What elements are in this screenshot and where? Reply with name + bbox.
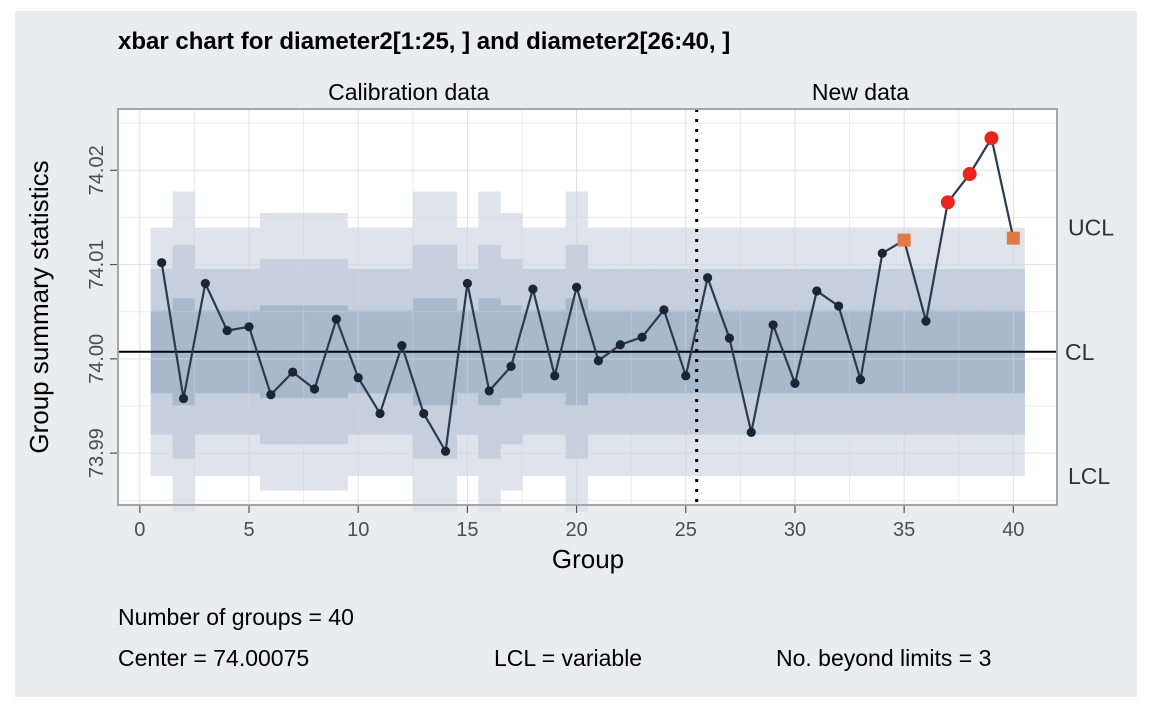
ucl-label: UCL — [1068, 215, 1114, 241]
x-tick-label: 0 — [134, 519, 145, 541]
x-tick-label: 5 — [243, 519, 254, 541]
point-33 — [855, 375, 866, 385]
data-points — [157, 131, 1020, 456]
point-5 — [244, 322, 254, 332]
point-9 — [331, 314, 341, 324]
x-tick-label: 20 — [565, 519, 587, 541]
chart-title: xbar chart for diameter2[1:25, ] and dia… — [118, 28, 730, 55]
point-34 — [877, 248, 887, 258]
point-beyond-38 — [962, 167, 977, 182]
point-24 — [659, 305, 669, 315]
x-tick-label: 25 — [675, 519, 697, 541]
point-27 — [724, 333, 735, 343]
point-3 — [200, 278, 210, 289]
point-10 — [353, 373, 363, 383]
point-4 — [222, 325, 232, 336]
point-6 — [266, 390, 276, 400]
point-1 — [157, 258, 167, 268]
point-beyond-37 — [940, 195, 955, 210]
point-16 — [484, 386, 494, 396]
x-tick-label: 15 — [456, 519, 478, 541]
stat-lcl: LCL = variable — [494, 645, 643, 671]
y-axis-title: Group summary statistics — [24, 160, 54, 453]
y-tick-label: 74.02 — [86, 145, 108, 195]
point-17 — [506, 361, 516, 371]
x-axis-title: Group — [552, 544, 624, 574]
stat-groups: Number of groups = 40 — [118, 604, 354, 630]
y-tick-label: 74.01 — [86, 240, 108, 290]
grid-lines — [118, 109, 1057, 505]
series-line — [160, 135, 1015, 455]
point-8 — [309, 384, 320, 394]
point-25 — [681, 371, 691, 381]
point-31 — [812, 286, 822, 296]
point-13 — [419, 408, 429, 419]
section-label-calibration: Calibration data — [328, 79, 489, 105]
point-22 — [615, 340, 625, 350]
point-14 — [440, 446, 451, 456]
point-18 — [528, 284, 538, 294]
point-7 — [288, 367, 298, 377]
point-28 — [746, 427, 756, 437]
lcl-label: LCL — [1068, 463, 1110, 489]
point-11 — [375, 408, 385, 419]
cl-label: CL — [1065, 339, 1095, 365]
point-2 — [178, 393, 189, 404]
x-axis-ticks: 0 5 10 15 20 25 30 35 40 — [134, 506, 1024, 541]
y-tick-label: 73.99 — [86, 428, 108, 478]
point-29 — [768, 320, 778, 330]
section-label-new: New data — [812, 79, 909, 105]
point-15 — [462, 278, 472, 289]
x-tick-label: 10 — [347, 519, 369, 541]
point-warning-35 — [897, 233, 911, 247]
series-polyline — [160, 135, 1015, 455]
y-axis-ticks: 73.99 74.00 74.01 74.02 — [86, 145, 117, 478]
point-30 — [790, 378, 800, 388]
point-beyond-39 — [984, 131, 999, 146]
point-19 — [550, 371, 560, 381]
point-23 — [637, 332, 647, 342]
point-26 — [703, 273, 713, 283]
y-tick-label: 74.00 — [86, 334, 108, 384]
stat-center: Center = 74.00075 — [118, 645, 310, 671]
point-20 — [571, 282, 582, 292]
point-12 — [397, 341, 407, 351]
plot-border — [117, 108, 1058, 506]
x-tick-label: 35 — [893, 519, 915, 541]
point-32 — [834, 301, 844, 311]
x-tick-label: 30 — [784, 519, 806, 541]
x-tick-label: 40 — [1002, 519, 1024, 541]
point-warning-40 — [1006, 231, 1020, 245]
stat-beyond: No. beyond limits = 3 — [776, 645, 992, 671]
point-21 — [593, 356, 604, 366]
point-36 — [921, 316, 931, 326]
